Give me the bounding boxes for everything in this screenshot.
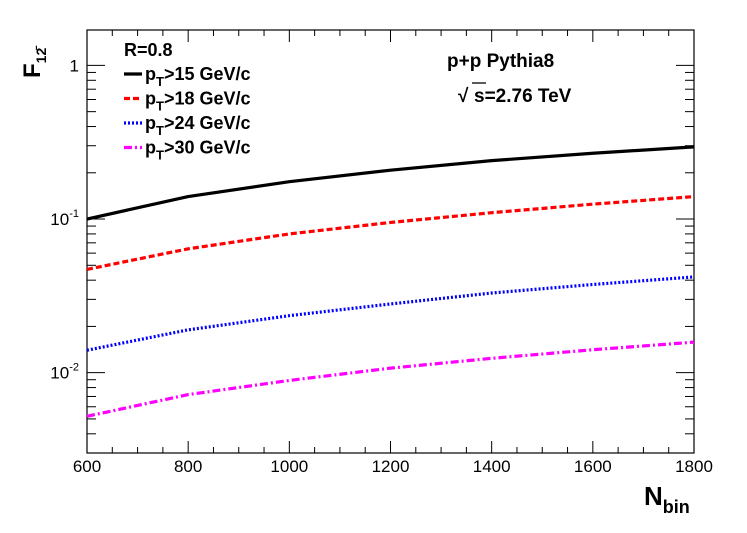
x-tick-label: 800 <box>174 457 202 476</box>
legend-header: R=0.8 <box>124 40 173 60</box>
x-tick-labels: 600 800 1000 1200 1400 1600 1800 <box>73 457 713 476</box>
y-axis-title-sub: 12̄ <box>33 45 49 64</box>
y-tick-label: 1 <box>70 56 79 75</box>
series-lines <box>86 145 695 418</box>
legend: R=0.8 pT>15 GeV/cpT>18 GeV/cpT>24 GeV/cp… <box>124 40 251 163</box>
sqrt-symbol: √ <box>458 86 469 107</box>
series-line-1 <box>86 145 695 221</box>
x-axis-title: Nbin <box>644 481 690 517</box>
y-tick-label: 10-1 <box>50 208 79 229</box>
x-tick-label: 1400 <box>473 457 511 476</box>
x-tick-label: 600 <box>73 457 101 476</box>
x-axis-title-sub: bin <box>663 497 690 517</box>
series-line-3 <box>86 275 695 352</box>
y-tick-labels: 1 10-1 10-2 <box>50 56 79 382</box>
legend-label-4: pT>30 GeV/c <box>145 138 251 163</box>
series-line-2 <box>86 194 695 271</box>
y-tick-label: 10-2 <box>50 362 79 383</box>
annotation-line1: p+p Pythia8 <box>447 51 554 72</box>
x-tick-label: 1200 <box>372 457 410 476</box>
annotation-line2: s=2.76 TeV <box>474 86 572 107</box>
y-axis-title: F12̄ <box>19 45 49 78</box>
x-tick-label: 1000 <box>270 457 308 476</box>
x-tick-label: 1800 <box>675 457 713 476</box>
series-line-4 <box>86 340 695 418</box>
legend-label-2: pT>18 GeV/c <box>145 89 251 114</box>
legend-label-3: pT>24 GeV/c <box>145 113 251 138</box>
legend-label-1: pT>15 GeV/c <box>145 64 251 89</box>
x-tick-label: 1600 <box>574 457 612 476</box>
annotation: p+p Pythia8 √ s=2.76 TeV <box>447 51 572 107</box>
